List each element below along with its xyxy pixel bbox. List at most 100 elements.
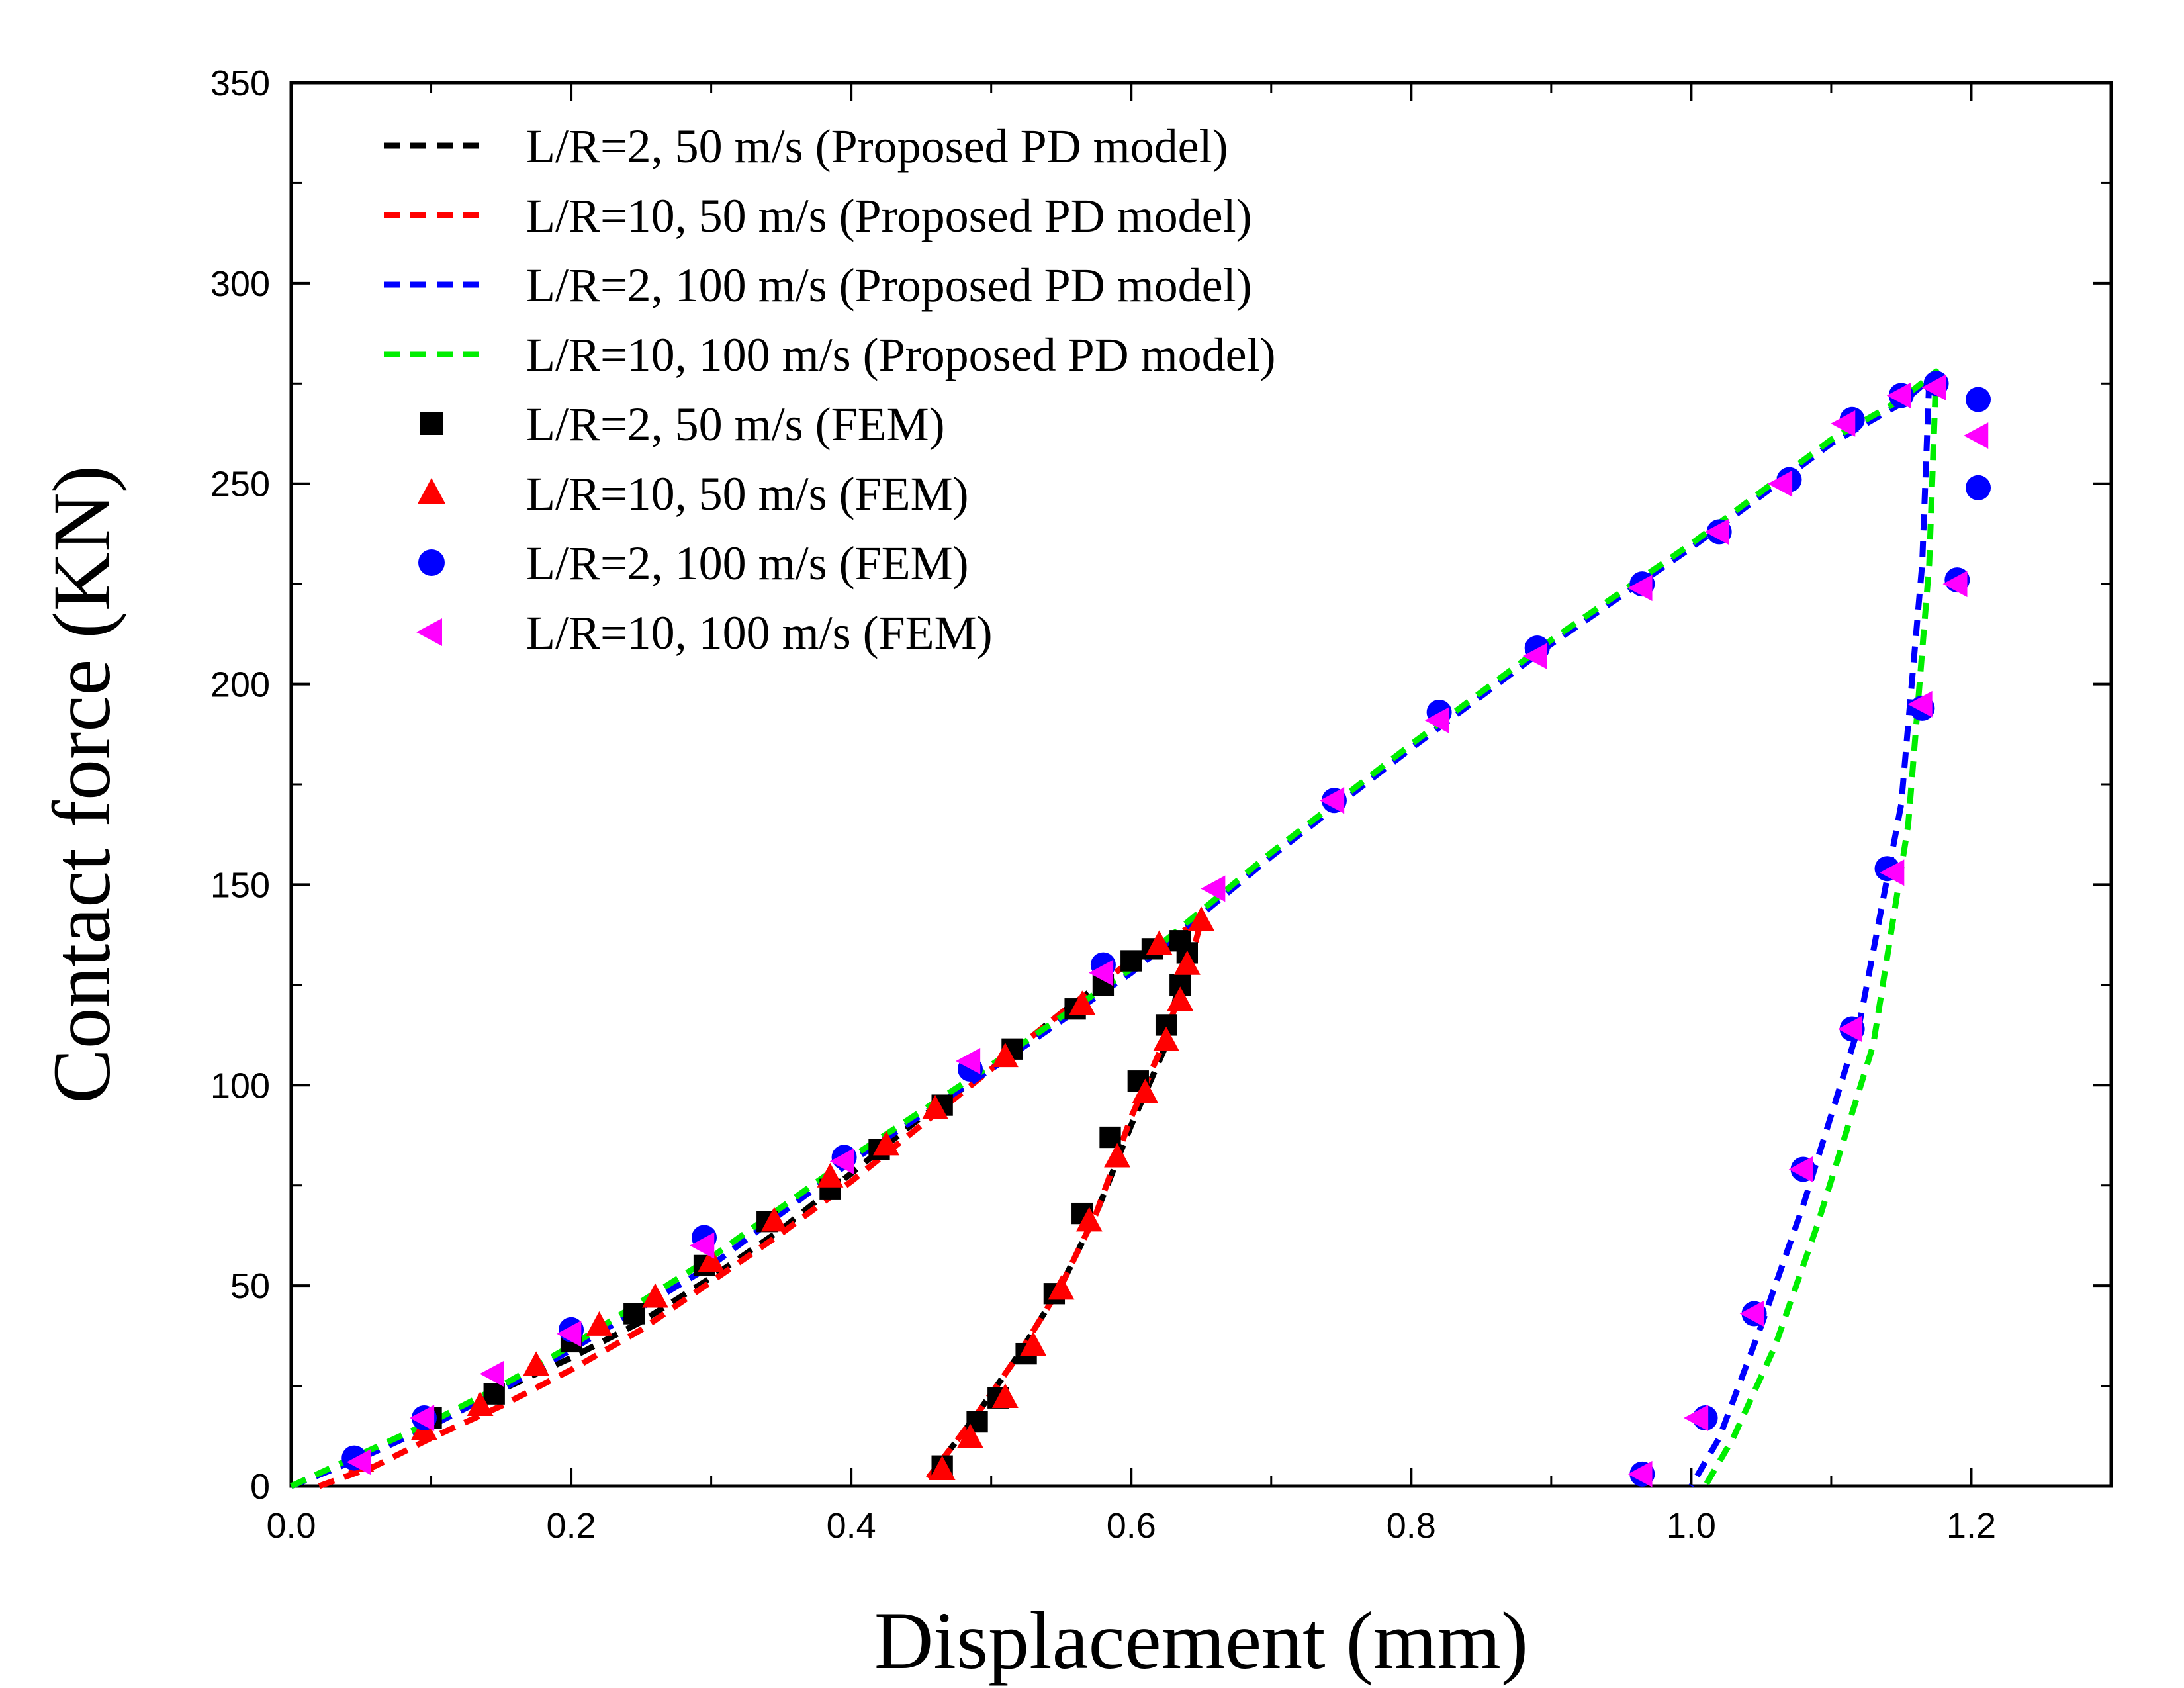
data-point-triangle-left xyxy=(416,618,442,646)
data-point-triangle-left xyxy=(1942,571,1968,598)
data-point-triangle xyxy=(1153,1026,1180,1051)
data-point-triangle-left xyxy=(829,1148,854,1175)
y-tick-label: 300 xyxy=(210,264,270,304)
y-tick-label: 150 xyxy=(210,865,270,905)
legend-item: L/R=2, 50 m/s (FEM) xyxy=(420,398,945,451)
data-point-triangle xyxy=(957,1423,983,1448)
series-line xyxy=(290,376,1933,1489)
legend-item: L/R=10, 50 m/s (Proposed PD model) xyxy=(384,189,1252,242)
data-point-triangle xyxy=(1104,1143,1131,1168)
legend-item: L/R=2, 50 m/s (Proposed PD model) xyxy=(384,120,1228,173)
data-point-triangle-left xyxy=(1880,859,1905,886)
y-tick-label: 250 xyxy=(210,465,270,504)
data-point-triangle-left xyxy=(956,1047,981,1074)
series-layer xyxy=(290,368,1991,1489)
data-point-triangle xyxy=(418,478,445,504)
data-point-triangle xyxy=(991,1383,1019,1408)
data-point-square xyxy=(483,1383,505,1405)
data-point-triangle-left xyxy=(1907,690,1933,718)
data-point-triangle xyxy=(929,1455,956,1480)
data-point-triangle xyxy=(991,1043,1019,1068)
data-point-triangle xyxy=(817,1162,844,1188)
data-point-triangle xyxy=(642,1283,668,1308)
data-point-triangle-left xyxy=(1768,470,1793,497)
legend-item: L/R=10, 100 m/s (FEM) xyxy=(416,606,993,659)
legend-item: L/R=10, 50 m/s (FEM) xyxy=(418,467,969,520)
data-point-square xyxy=(420,412,443,435)
y-tick-label: 200 xyxy=(210,665,270,705)
data-point-triangle-left xyxy=(1424,707,1449,734)
data-point-triangle xyxy=(1146,930,1173,955)
series-line xyxy=(290,368,1940,1489)
data-point-triangle-left xyxy=(1739,1300,1764,1327)
data-point-triangle xyxy=(467,1391,494,1417)
data-point-triangle xyxy=(523,1351,550,1376)
data-point-circle xyxy=(1966,475,1991,500)
data-point-triangle-left xyxy=(410,1405,435,1431)
data-point-triangle-left xyxy=(1831,410,1856,437)
data-point-triangle-left xyxy=(1089,959,1114,986)
series-line xyxy=(290,937,1191,1489)
x-tick-label: 0.6 xyxy=(1107,1506,1156,1546)
legend-label: L/R=10, 50 m/s (FEM) xyxy=(526,467,969,520)
data-point-triangle xyxy=(1069,990,1096,1015)
data-point-triangle-left xyxy=(1201,875,1226,902)
data-point-triangle-left xyxy=(1320,787,1345,814)
data-point-triangle-left xyxy=(557,1320,582,1347)
data-point-triangle-left xyxy=(1788,1156,1813,1183)
data-point-triangle-left xyxy=(346,1448,371,1476)
x-tick-label: 0.2 xyxy=(547,1506,596,1546)
data-point-triangle xyxy=(1167,986,1194,1011)
y-axis-ticks: 0 50 100 150 200 250 300 350 xyxy=(210,64,2111,1507)
legend-label: L/R=2, 100 m/s (FEM) xyxy=(526,537,969,590)
legend: L/R=2, 50 m/s (Proposed PD model) L/R=10,… xyxy=(384,120,1276,659)
data-point-circle xyxy=(418,549,445,576)
legend-label: L/R=2, 50 m/s (Proposed PD model) xyxy=(526,120,1228,173)
legend-item: L/R=10, 100 m/s (Proposed PD model) xyxy=(384,328,1276,381)
series-2 xyxy=(290,376,1933,1489)
legend-label: L/R=10, 100 m/s (FEM) xyxy=(526,606,993,659)
series-1 xyxy=(318,917,1205,1489)
legend-label: L/R=2, 100 m/s (Proposed PD model) xyxy=(526,259,1252,312)
data-point-triangle-left xyxy=(479,1360,504,1387)
series-line xyxy=(318,917,1205,1489)
x-tick-label: 0.8 xyxy=(1387,1506,1436,1546)
data-point-square xyxy=(1120,950,1142,972)
data-point-triangle xyxy=(1020,1331,1047,1356)
legend-label: L/R=10, 50 m/s (Proposed PD model) xyxy=(526,189,1252,242)
data-point-triangle-left xyxy=(1921,374,1946,401)
y-tick-label: 100 xyxy=(210,1066,270,1105)
legend-label: L/R=2, 50 m/s (FEM) xyxy=(526,398,945,451)
data-point-triangle xyxy=(586,1311,613,1336)
x-axis-ticks: 0.0 0.2 0.4 0.6 0.8 1.0 1.2 xyxy=(266,83,2113,1546)
legend-item: L/R=2, 100 m/s (FEM) xyxy=(418,537,969,590)
data-point-triangle-left xyxy=(1684,1405,1709,1431)
data-point-triangle xyxy=(760,1207,788,1232)
legend-item: L/R=2, 100 m/s (Proposed PD model) xyxy=(384,259,1252,312)
data-point-triangle-left xyxy=(1704,518,1729,545)
data-point-circle xyxy=(1966,387,1991,412)
data-point-triangle xyxy=(1048,1275,1075,1300)
data-point-triangle-left xyxy=(1964,422,1989,449)
x-tick-label: 0.4 xyxy=(827,1506,876,1546)
data-point-triangle xyxy=(1075,1207,1103,1232)
x-tick-label: 0.0 xyxy=(266,1506,316,1546)
y-tick-label: 50 xyxy=(230,1266,270,1306)
data-point-triangle xyxy=(922,1094,949,1119)
data-point-triangle-left xyxy=(1627,575,1653,602)
data-point-triangle-left xyxy=(1837,1015,1862,1043)
data-point-square xyxy=(623,1303,645,1325)
legend-label: L/R=10, 100 m/s (Proposed PD model) xyxy=(526,328,1276,381)
data-point-triangle xyxy=(1173,950,1201,975)
data-point-triangle-left xyxy=(1627,1460,1653,1487)
y-tick-label: 350 xyxy=(210,64,270,103)
data-point-triangle-left xyxy=(690,1232,715,1259)
x-tick-label: 1.0 xyxy=(1666,1506,1716,1546)
data-point-triangle xyxy=(1188,906,1214,931)
y-axis-title: Contact force (KN) xyxy=(36,465,127,1103)
x-tick-label: 1.2 xyxy=(1946,1506,1996,1546)
data-point-triangle xyxy=(1132,1078,1159,1103)
data-point-triangle-left xyxy=(1886,382,1911,409)
x-axis-title: Displacement (mm) xyxy=(874,1595,1528,1686)
